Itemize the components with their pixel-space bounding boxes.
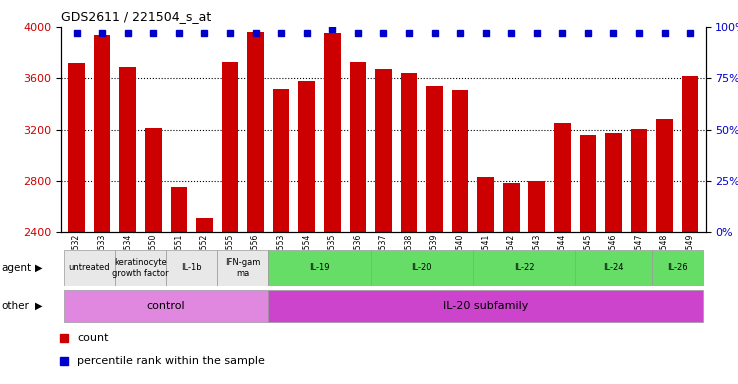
- Text: control: control: [147, 301, 185, 311]
- Bar: [375, 69, 392, 384]
- Bar: [656, 119, 673, 384]
- Text: ▶: ▶: [35, 301, 43, 311]
- Bar: [503, 183, 520, 384]
- Bar: [269, 250, 370, 286]
- Bar: [682, 76, 698, 384]
- Text: IL-19: IL-19: [309, 263, 330, 272]
- Text: agent: agent: [1, 263, 32, 273]
- Bar: [170, 187, 187, 384]
- Bar: [370, 250, 473, 286]
- Bar: [269, 290, 703, 322]
- Bar: [120, 67, 136, 384]
- Text: percentile rank within the sample: percentile rank within the sample: [77, 356, 265, 366]
- Bar: [94, 35, 111, 384]
- Bar: [298, 81, 315, 384]
- Bar: [247, 32, 264, 384]
- Bar: [401, 73, 417, 384]
- Text: IL-24: IL-24: [603, 263, 624, 272]
- Bar: [554, 123, 570, 384]
- Bar: [217, 250, 269, 286]
- Text: other: other: [1, 301, 30, 311]
- Text: IL-1b: IL-1b: [182, 263, 202, 272]
- Bar: [452, 90, 469, 384]
- Text: ▶: ▶: [35, 263, 43, 273]
- Bar: [528, 181, 545, 384]
- Bar: [473, 250, 575, 286]
- Bar: [427, 86, 443, 384]
- Text: IL-20 subfamily: IL-20 subfamily: [443, 301, 528, 311]
- Bar: [166, 250, 217, 286]
- Bar: [605, 133, 622, 384]
- Bar: [69, 63, 85, 384]
- Text: IL-22: IL-22: [514, 263, 534, 272]
- Text: IL-20: IL-20: [412, 263, 432, 272]
- Text: IL-26: IL-26: [667, 263, 688, 272]
- Bar: [652, 250, 703, 286]
- Bar: [631, 129, 647, 384]
- Bar: [324, 33, 340, 384]
- Bar: [575, 250, 652, 286]
- Text: IFN-gam
ma: IFN-gam ma: [225, 258, 261, 278]
- Text: count: count: [77, 333, 109, 343]
- Bar: [477, 177, 494, 384]
- Bar: [115, 250, 166, 286]
- Bar: [145, 127, 162, 384]
- Bar: [196, 218, 213, 384]
- Bar: [273, 88, 289, 384]
- Bar: [63, 250, 115, 286]
- Bar: [579, 136, 596, 384]
- Bar: [63, 290, 269, 322]
- Text: GDS2611 / 221504_s_at: GDS2611 / 221504_s_at: [61, 10, 212, 23]
- Bar: [221, 61, 238, 384]
- Bar: [350, 61, 366, 384]
- Text: untreated: untreated: [69, 263, 110, 272]
- Text: keratinocyte
growth factor: keratinocyte growth factor: [112, 258, 169, 278]
